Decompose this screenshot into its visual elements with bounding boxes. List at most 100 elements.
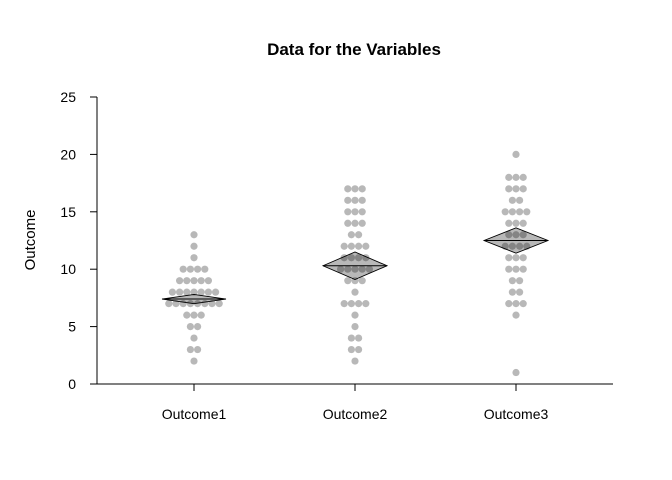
data-point xyxy=(512,185,520,193)
data-point xyxy=(215,300,223,308)
data-point xyxy=(347,300,355,308)
x-tick-label: Outcome3 xyxy=(484,406,549,422)
data-point xyxy=(190,277,198,285)
data-point xyxy=(186,265,194,273)
data-point xyxy=(190,254,198,262)
data-point xyxy=(194,265,202,273)
data-point xyxy=(165,300,173,308)
data-point xyxy=(512,368,520,377)
y-tick-label: 5 xyxy=(68,319,76,335)
data-point xyxy=(186,323,194,331)
data-point xyxy=(355,231,363,239)
data-point xyxy=(197,288,205,296)
y-axis: 0 5 10 15 20 25 xyxy=(60,89,98,392)
data-point xyxy=(351,265,359,273)
data-point xyxy=(505,231,513,239)
data-point xyxy=(358,196,366,204)
data-point xyxy=(351,288,359,296)
data-point xyxy=(512,254,520,262)
data-point xyxy=(355,345,363,354)
data-point xyxy=(355,242,363,250)
data-point xyxy=(337,265,345,273)
data-point xyxy=(358,185,366,193)
x-tick-label: Outcome2 xyxy=(323,406,388,422)
y-axis-label: Outcome xyxy=(22,210,39,271)
data-point xyxy=(512,300,520,308)
data-point xyxy=(505,265,513,273)
data-point xyxy=(351,208,359,216)
data-point xyxy=(190,357,198,365)
data-point xyxy=(519,231,527,239)
data-point xyxy=(179,265,187,273)
data-point xyxy=(516,196,524,204)
data-point xyxy=(183,277,191,285)
data-point xyxy=(208,300,216,308)
data-point xyxy=(190,334,198,342)
data-point xyxy=(512,231,520,239)
x-tick-label: Outcome1 xyxy=(162,406,227,422)
data-point xyxy=(505,219,513,227)
data-point xyxy=(194,345,202,354)
data-point xyxy=(186,345,194,354)
data-point xyxy=(194,300,202,308)
data-point xyxy=(212,288,220,296)
data-point xyxy=(344,196,352,204)
y-tick-label: 0 xyxy=(68,376,76,392)
data-point xyxy=(347,242,355,250)
data-point xyxy=(355,254,363,262)
data-point xyxy=(347,345,355,354)
data-point xyxy=(344,219,352,227)
data-point xyxy=(516,242,524,250)
y-tick-label: 25 xyxy=(60,89,76,105)
data-point xyxy=(355,300,363,308)
data-point xyxy=(519,265,527,273)
data-point xyxy=(512,173,520,181)
data-point xyxy=(351,185,359,193)
data-point xyxy=(351,311,359,319)
data-point xyxy=(194,323,202,331)
data-point xyxy=(362,300,370,308)
data-point xyxy=(516,277,524,285)
data-point xyxy=(516,208,524,216)
data-point xyxy=(523,208,531,216)
data-point xyxy=(347,231,355,239)
data-point xyxy=(512,150,520,158)
data-point xyxy=(344,185,352,193)
y-tick-label: 15 xyxy=(60,204,76,220)
data-point xyxy=(508,196,516,204)
data-point xyxy=(190,242,198,250)
data-point xyxy=(519,254,527,262)
data-point xyxy=(508,277,516,285)
data-point xyxy=(351,357,359,365)
data-point xyxy=(172,300,180,308)
data-point xyxy=(358,277,366,285)
data-point xyxy=(197,277,205,285)
data-point xyxy=(512,311,520,319)
data-point xyxy=(340,300,348,308)
data-point xyxy=(344,277,352,285)
data-point xyxy=(190,288,198,296)
data-point xyxy=(512,219,520,227)
data-point xyxy=(201,265,209,273)
data-point xyxy=(340,242,348,250)
y-tick-label: 10 xyxy=(60,261,76,277)
data-point xyxy=(168,288,176,296)
data-point xyxy=(351,219,359,227)
data-point xyxy=(197,311,205,319)
data-point xyxy=(512,265,520,273)
data-point xyxy=(358,265,366,273)
data-point xyxy=(351,196,359,204)
data-point xyxy=(183,288,191,296)
data-point xyxy=(186,300,194,308)
data-point xyxy=(505,254,513,262)
data-point xyxy=(190,231,198,239)
data-points xyxy=(165,150,531,377)
data-point xyxy=(190,311,198,319)
data-point xyxy=(519,173,527,181)
chart-title: Data for the Variables xyxy=(267,40,441,59)
data-point xyxy=(516,288,524,296)
data-point xyxy=(358,208,366,216)
data-point xyxy=(347,254,355,262)
data-point xyxy=(355,334,363,342)
